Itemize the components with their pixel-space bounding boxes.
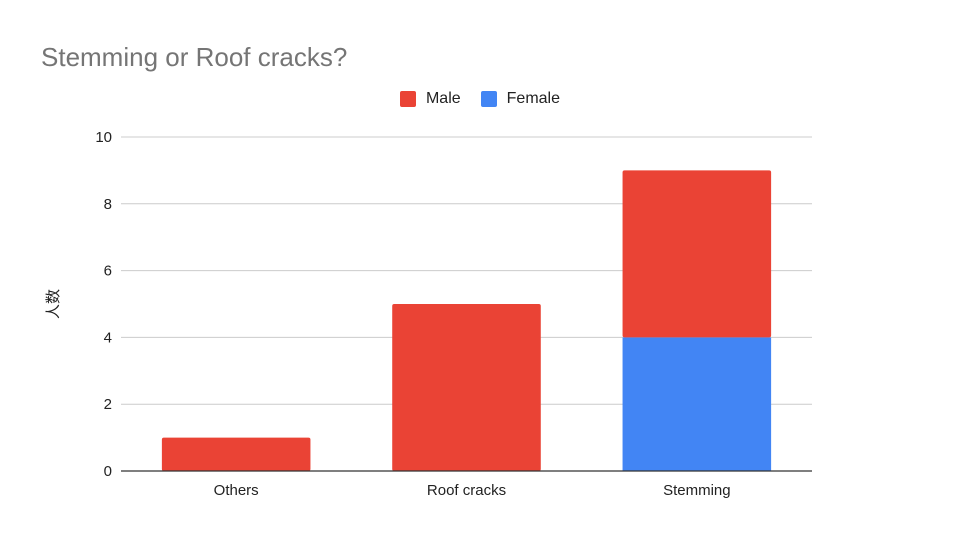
legend-item-male[interactable]: Male (399, 90, 461, 108)
bar-male-others (161, 437, 311, 471)
y-axis-title: 人数 (45, 289, 62, 319)
y-tick-label-4: 4 (104, 329, 112, 346)
chart-title: Stemming or Roof cracks? (41, 42, 348, 72)
y-tick-label-0: 0 (104, 463, 112, 480)
bar-male-roof-cracks (392, 304, 541, 471)
legend-label-male: Male (425, 90, 461, 107)
legend-item-female[interactable]: Female (480, 90, 561, 108)
legend-label-female: Female (506, 90, 561, 107)
bar-male-stemming (622, 170, 772, 338)
y-tick-label-6: 6 (104, 263, 112, 280)
x-tick-label-stemming: Stemming (663, 482, 731, 499)
y-tick-label-8: 8 (104, 196, 112, 213)
y-tick-label-2: 2 (104, 396, 112, 413)
legend-swatch-male (399, 91, 416, 107)
bar-female-stemming (622, 337, 772, 471)
x-tick-label-others: Others (214, 482, 259, 499)
legend-swatch-female (480, 91, 497, 107)
y-tick-label-10: 10 (95, 129, 112, 146)
x-tick-label-roof-cracks: Roof cracks (427, 482, 506, 499)
legend: Male Female (0, 90, 960, 108)
